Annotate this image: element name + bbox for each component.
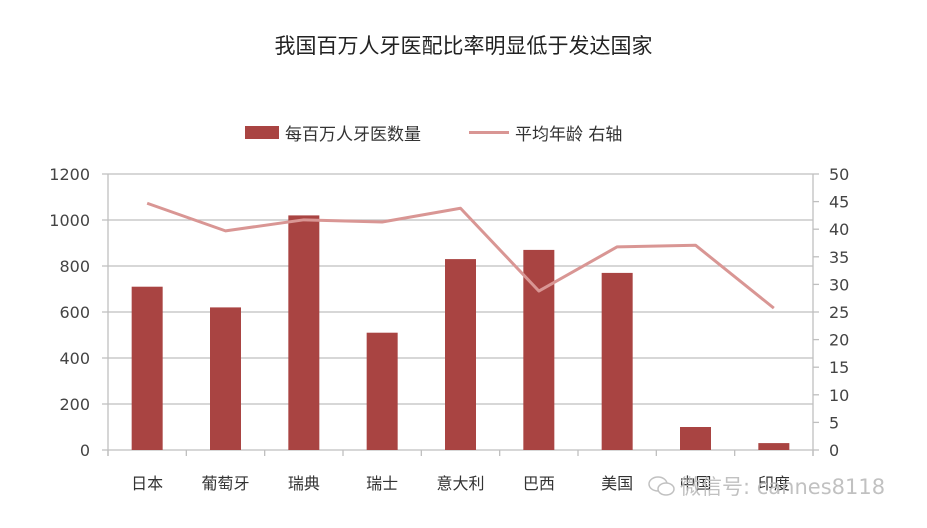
bar bbox=[131, 286, 163, 450]
x-tick-label: 瑞士 bbox=[366, 474, 398, 493]
bar bbox=[680, 427, 711, 450]
x-tick-label: 美国 bbox=[601, 474, 633, 493]
bar bbox=[523, 249, 555, 450]
y-tick-right: 35 bbox=[829, 248, 849, 267]
legend-line-label: 平均年龄 右轴 bbox=[515, 125, 623, 145]
watermark: 微信号: cannes8118 bbox=[648, 471, 885, 501]
y-tick-right: 50 bbox=[829, 165, 849, 184]
x-tick-label: 意大利 bbox=[436, 474, 484, 493]
y-tick-right: 0 bbox=[829, 441, 839, 460]
y-tick-left: 600 bbox=[59, 303, 90, 322]
wechat-icon bbox=[648, 476, 675, 496]
y-tick-left: 400 bbox=[59, 349, 90, 368]
legend-line-swatch bbox=[469, 131, 509, 134]
y-tick-left: 1200 bbox=[49, 165, 90, 184]
y-tick-left: 200 bbox=[59, 395, 90, 414]
y-tick-right: 40 bbox=[829, 220, 849, 239]
y-tick-left: 1000 bbox=[49, 211, 90, 230]
x-tick-label: 瑞典 bbox=[288, 474, 320, 493]
x-tick-label: 葡萄牙 bbox=[201, 474, 249, 493]
bar bbox=[445, 259, 476, 450]
y-tick-right: 5 bbox=[829, 413, 839, 432]
bar bbox=[288, 215, 320, 450]
age-line bbox=[146, 201, 775, 310]
legend-bar-swatch bbox=[245, 126, 279, 139]
x-tick-label: 日本 bbox=[131, 474, 163, 493]
y-tick-right: 45 bbox=[829, 193, 849, 212]
y-tick-left: 800 bbox=[59, 257, 90, 276]
legend: 每百万人牙医数量 平均年龄 右轴 bbox=[245, 120, 622, 145]
y-tick-right: 10 bbox=[829, 386, 849, 405]
legend-bar-label: 每百万人牙医数量 bbox=[285, 125, 421, 145]
x-tick-label: 中国 bbox=[679, 474, 711, 493]
x-tick-label: 巴西 bbox=[523, 474, 555, 493]
y-tick-left: 0 bbox=[80, 441, 90, 460]
bar bbox=[601, 272, 633, 450]
y-tick-right: 25 bbox=[829, 303, 849, 322]
x-tick-label: 印度 bbox=[758, 474, 790, 493]
chart-title: 我国百万人牙医配比率明显低于发达国家 bbox=[274, 34, 653, 58]
y-tick-right: 20 bbox=[829, 331, 849, 350]
y-tick-right: 30 bbox=[829, 275, 849, 294]
y-tick-right: 15 bbox=[829, 358, 849, 377]
bar bbox=[758, 443, 790, 450]
bar bbox=[210, 307, 241, 450]
bar bbox=[366, 332, 398, 450]
watermark-text: 微信号: cannes8118 bbox=[680, 475, 886, 499]
